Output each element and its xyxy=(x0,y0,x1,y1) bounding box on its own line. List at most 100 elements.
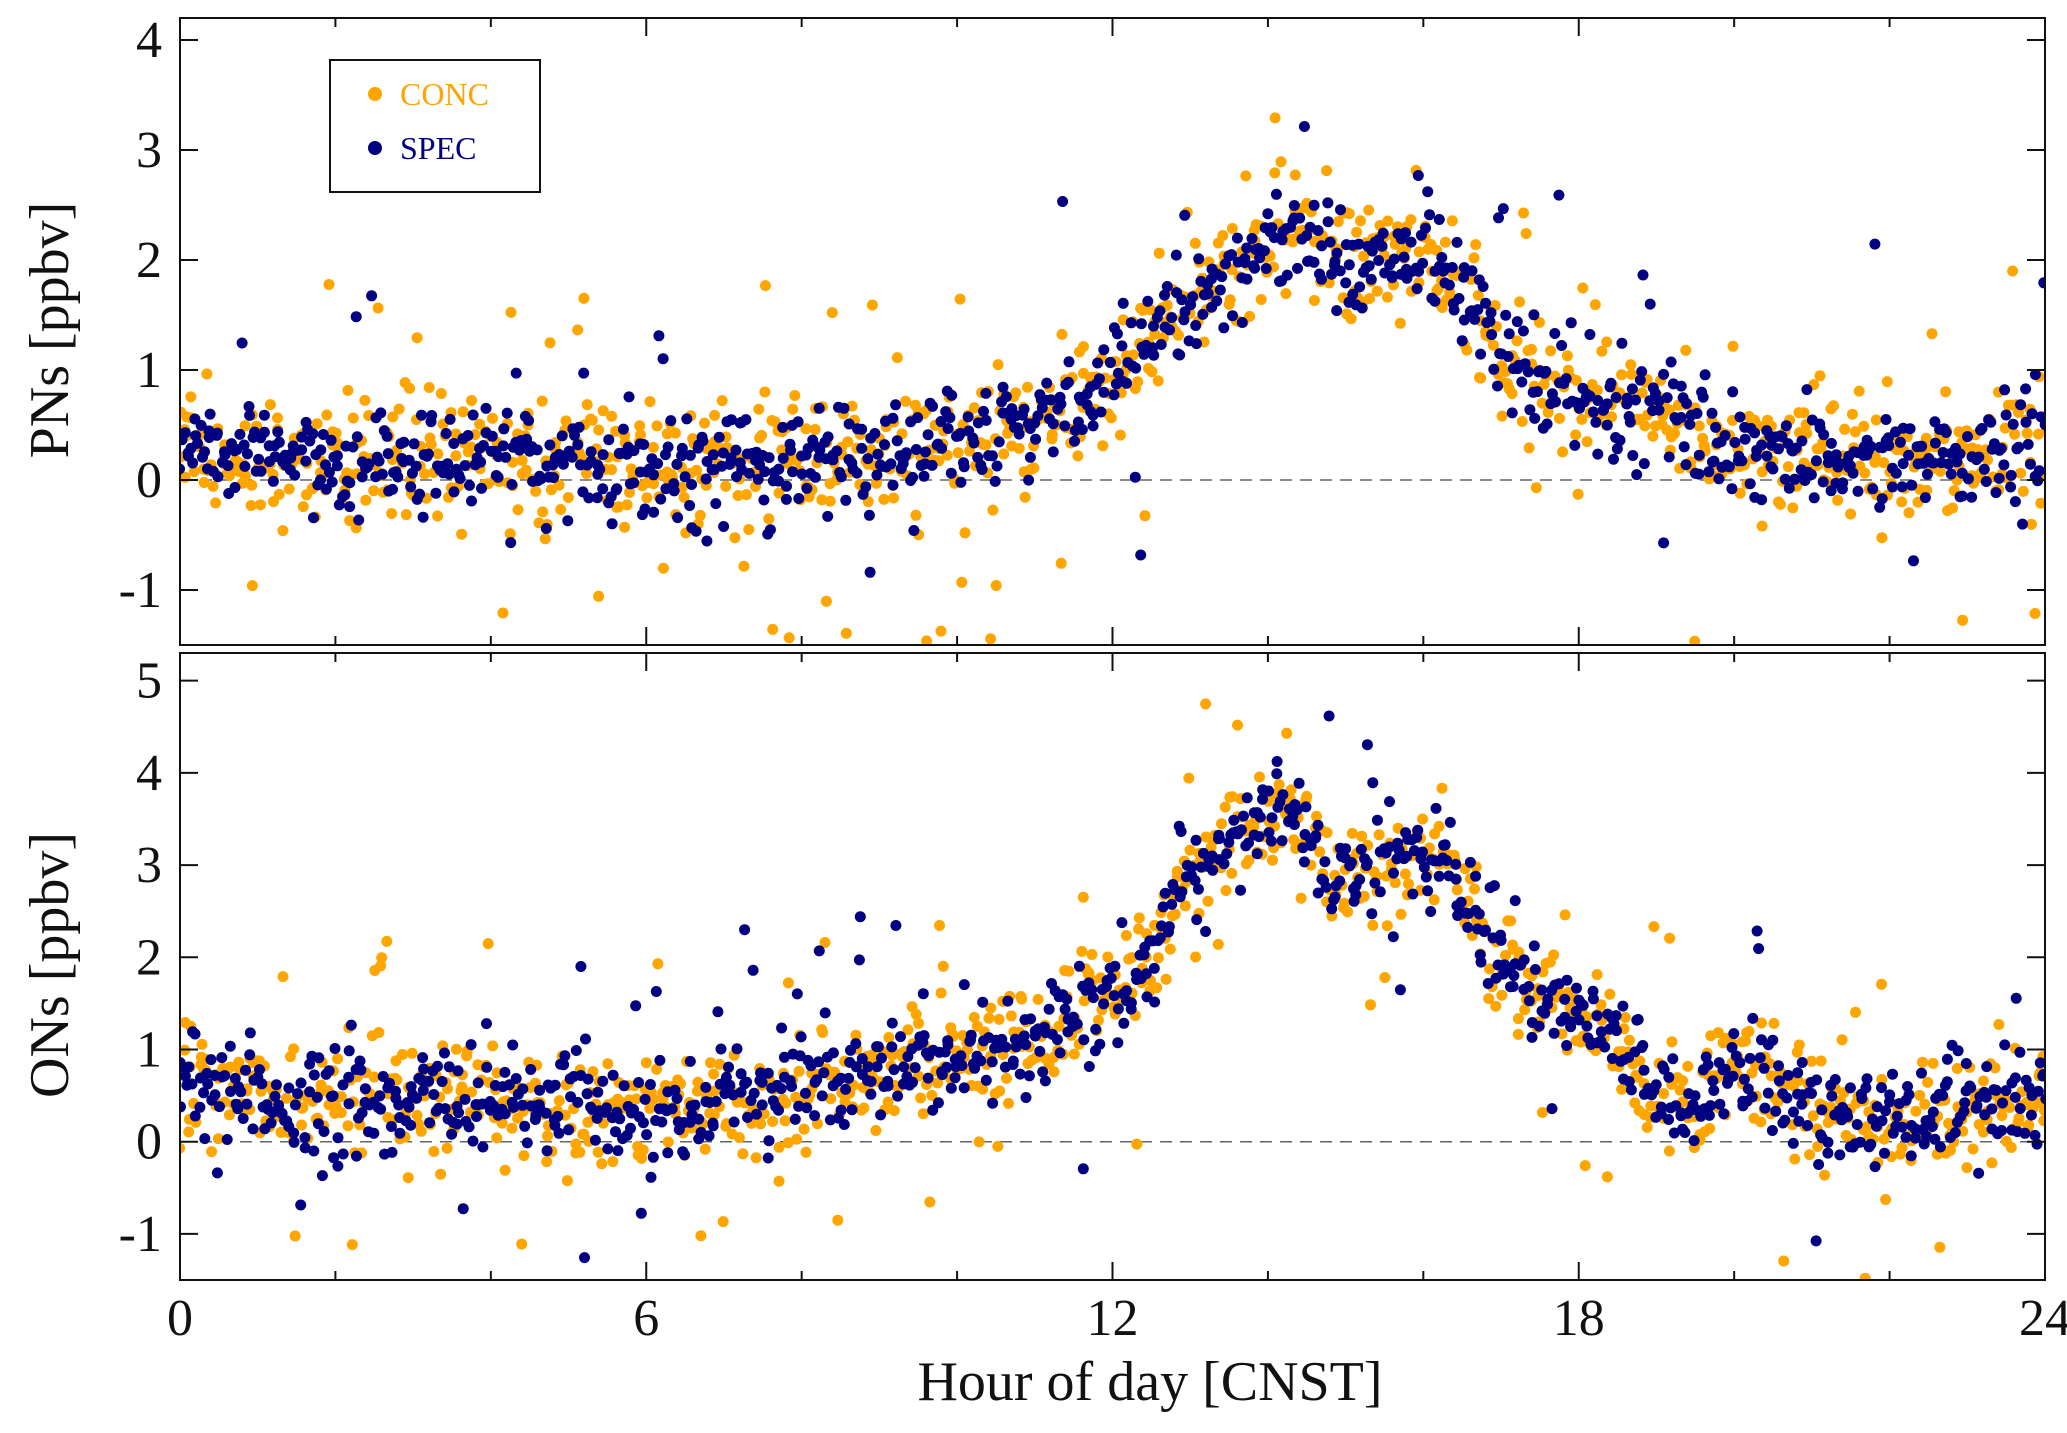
point-conc xyxy=(1483,993,1495,1005)
point-conc xyxy=(1433,820,1445,832)
point-spec xyxy=(1502,351,1514,362)
point-spec xyxy=(1623,411,1635,422)
point-conc xyxy=(1496,410,1508,422)
point-spec xyxy=(1277,789,1289,801)
point-spec xyxy=(1216,271,1228,283)
point-spec xyxy=(1270,188,1282,200)
point-spec xyxy=(668,485,680,497)
point-conc xyxy=(1314,846,1326,858)
point-spec xyxy=(202,1078,214,1090)
point-spec xyxy=(199,446,210,458)
point-conc xyxy=(1164,943,1176,955)
point-conc xyxy=(737,1148,749,1160)
point-conc xyxy=(1636,387,1648,399)
point-spec xyxy=(628,477,640,489)
point-conc xyxy=(992,1140,1004,1152)
point-spec xyxy=(209,1089,221,1101)
point-conc xyxy=(648,478,659,490)
point-spec xyxy=(1235,824,1247,836)
point-spec xyxy=(1980,476,1992,487)
point-spec xyxy=(1121,377,1133,389)
point-spec xyxy=(307,428,319,440)
point-spec xyxy=(776,1022,788,1034)
point-conc xyxy=(606,464,617,476)
point-spec xyxy=(781,480,792,492)
point-conc xyxy=(482,938,494,950)
point-conc xyxy=(800,1146,812,1158)
point-spec xyxy=(1861,1073,1873,1085)
point-conc xyxy=(755,1118,767,1130)
point-spec xyxy=(308,1069,320,1081)
point-conc xyxy=(1876,532,1888,544)
point-spec xyxy=(1611,443,1623,455)
point-conc xyxy=(720,480,732,492)
point-spec xyxy=(1926,457,1938,469)
point-conc xyxy=(1870,414,1882,426)
point-spec xyxy=(1288,819,1300,830)
point-spec xyxy=(1135,549,1147,561)
point-conc xyxy=(1133,923,1145,935)
point-conc xyxy=(1133,912,1145,924)
point-conc xyxy=(1470,239,1482,251)
point-spec xyxy=(1894,436,1906,448)
point-spec xyxy=(676,442,688,454)
point-spec xyxy=(1475,348,1487,360)
point-spec xyxy=(1191,914,1203,926)
point-conc xyxy=(759,386,771,398)
point-spec xyxy=(1104,357,1116,369)
point-spec xyxy=(633,1077,645,1088)
point-spec xyxy=(1086,984,1098,996)
point-spec xyxy=(221,1134,233,1145)
point-spec xyxy=(1149,996,1161,1008)
point-spec xyxy=(1043,1003,1055,1015)
point-spec xyxy=(559,1050,571,1062)
point-spec xyxy=(1154,305,1166,317)
x-tick-label: 18 xyxy=(1553,1290,1605,1347)
point-spec xyxy=(1161,281,1173,292)
point-conc xyxy=(1102,951,1114,963)
point-spec xyxy=(1684,418,1696,430)
point-conc xyxy=(1285,784,1297,796)
point-spec xyxy=(356,471,368,483)
point-conc xyxy=(839,1096,851,1108)
point-spec xyxy=(1761,450,1773,462)
point-conc xyxy=(1520,228,1532,239)
point-spec xyxy=(1978,463,1990,475)
point-spec xyxy=(580,1033,591,1045)
point-spec xyxy=(1541,418,1553,430)
point-spec xyxy=(1170,249,1182,261)
point-spec xyxy=(1891,1110,1903,1122)
point-conc xyxy=(233,1056,245,1068)
point-spec xyxy=(1494,348,1506,360)
point-spec xyxy=(316,1170,328,1182)
point-conc xyxy=(1989,1062,2001,1074)
point-conc xyxy=(1295,892,1307,904)
point-spec xyxy=(1940,427,1952,438)
point-conc xyxy=(1496,989,1508,1001)
point-spec xyxy=(601,1102,612,1114)
point-conc xyxy=(824,495,836,507)
point-conc xyxy=(987,504,999,516)
point-conc xyxy=(992,359,1004,371)
point-spec xyxy=(1919,492,1931,504)
point-spec xyxy=(225,1086,236,1097)
point-spec xyxy=(219,1070,231,1082)
point-spec xyxy=(1083,1061,1095,1072)
point-conc xyxy=(776,444,788,456)
point-spec xyxy=(1420,222,1431,234)
point-spec xyxy=(1025,1013,1037,1025)
point-spec xyxy=(386,1146,398,1158)
point-conc xyxy=(402,1172,414,1184)
point-spec xyxy=(1071,1018,1083,1030)
point-spec xyxy=(1637,1040,1649,1051)
point-conc xyxy=(1828,400,1839,412)
point-spec xyxy=(187,457,199,469)
x-tick-label: 12 xyxy=(1087,1290,1139,1347)
point-spec xyxy=(459,460,471,472)
point-spec xyxy=(359,1083,371,1095)
point-conc xyxy=(789,390,801,401)
point-spec xyxy=(1159,289,1170,301)
point-spec xyxy=(862,1061,874,1073)
point-spec xyxy=(1446,262,1458,273)
point-spec xyxy=(471,1111,482,1122)
